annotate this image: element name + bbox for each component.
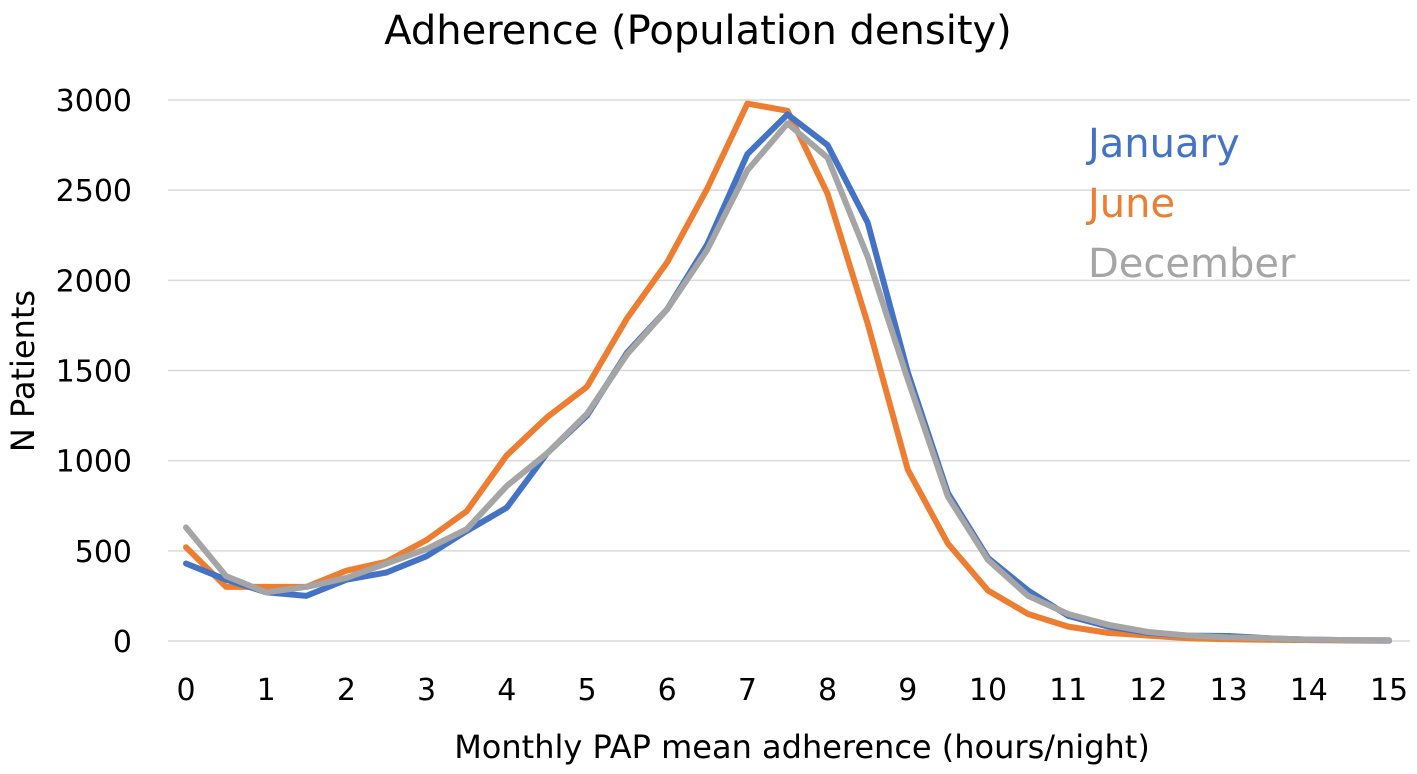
x-tick-label: 9: [898, 673, 917, 708]
y-tick-label: 2000: [56, 264, 132, 299]
x-tick-label: 13: [1210, 673, 1248, 708]
x-tick-label: 10: [969, 673, 1007, 708]
x-axis-ticks: 0 1 2 3 4 5 6 7 8 9 10 11 12 13 14 15: [176, 673, 1408, 708]
x-tick-label: 2: [337, 673, 356, 708]
x-tick-label: 14: [1290, 673, 1328, 708]
y-tick-label: 500: [75, 535, 132, 570]
x-axis-label: Monthly PAP mean adherence (hours/night): [454, 728, 1150, 766]
x-tick-label: 12: [1129, 673, 1167, 708]
x-tick-label: 7: [738, 673, 757, 708]
y-tick-label: 1000: [56, 445, 132, 480]
y-axis-ticks: 0 500 1000 1500 2000 2500 3000: [56, 84, 132, 660]
x-tick-label: 0: [176, 673, 195, 708]
y-tick-label: 0: [113, 625, 132, 660]
series-line-june: [183, 100, 1392, 644]
x-tick-label: 8: [818, 673, 837, 708]
chart-title: Adherence (Population density): [384, 8, 1012, 54]
x-tick-label: 4: [497, 673, 516, 708]
y-axis-label: N Patients: [4, 290, 42, 452]
series-line-january: [183, 111, 1392, 644]
series-line-december: [183, 120, 1392, 644]
y-tick-label: 1500: [56, 355, 132, 390]
x-tick-label: 5: [577, 673, 596, 708]
legend-december: December: [1088, 241, 1296, 287]
legend-january: January: [1085, 121, 1240, 167]
x-tick-label: 6: [658, 673, 677, 708]
legend-june: June: [1085, 181, 1175, 227]
legend: January June December: [1085, 121, 1296, 287]
x-tick-label: 3: [417, 673, 436, 708]
y-tick-label: 3000: [56, 84, 132, 119]
x-tick-label: 1: [257, 673, 276, 708]
y-tick-label: 2500: [56, 174, 132, 209]
gridlines: [168, 99, 1410, 642]
series-lines: [183, 100, 1392, 644]
x-tick-label: 15: [1370, 673, 1408, 708]
x-tick-label: 11: [1049, 673, 1087, 708]
